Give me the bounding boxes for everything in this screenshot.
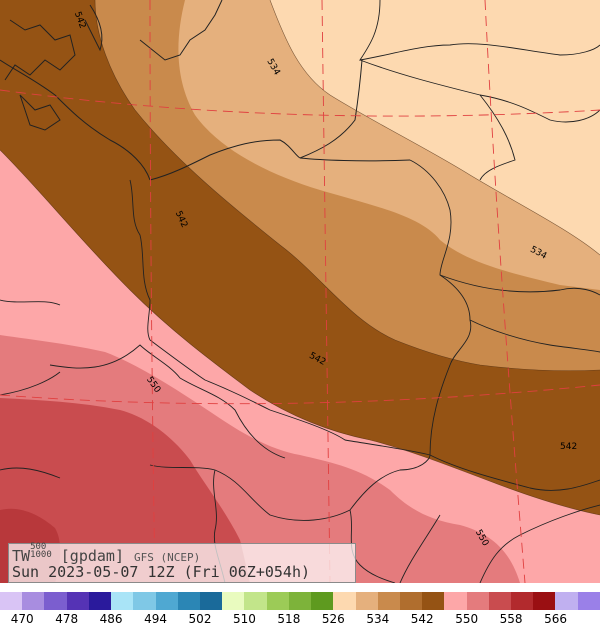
- legend-label: 502: [188, 612, 212, 626]
- legend-swatch: [199, 592, 223, 610]
- map-area[interactable]: 542 534 542 534 542 550 542 550: [0, 0, 600, 583]
- legend-label: 542: [410, 612, 434, 626]
- legend-swatch: [155, 592, 178, 610]
- map-canvas: 542 534 542 534 542 550 542 550: [0, 0, 600, 583]
- legend-swatch: [88, 592, 112, 610]
- legend-swatch: [333, 592, 356, 610]
- legend-swatch: [111, 592, 134, 610]
- legend-swatch: [177, 592, 200, 610]
- graticule: [0, 0, 600, 583]
- legend-swatch: [533, 592, 556, 610]
- model-label: GFS (NCEP): [134, 551, 201, 564]
- legend-label: 518: [277, 612, 301, 626]
- legend-label: 550: [455, 612, 479, 626]
- legend-swatch: [133, 592, 156, 610]
- legend-swatch: [311, 592, 334, 610]
- datetime-label: Sun 2023-05-07 12Z (Fri 06Z+054h): [12, 563, 311, 581]
- coastlines: [0, 0, 411, 181]
- variable-name: TW: [12, 547, 31, 565]
- legend-swatch: [266, 592, 289, 610]
- legend-swatch: [288, 592, 312, 610]
- legend-swatch: [0, 592, 23, 610]
- legend-swatch: [399, 592, 423, 610]
- legend-label: 510: [232, 612, 256, 626]
- legend-swatch: [511, 592, 534, 610]
- legend-swatch: [444, 592, 467, 610]
- legend-swatch: [377, 592, 400, 610]
- legend-label: 494: [144, 612, 167, 626]
- legend-label: 526: [321, 612, 345, 626]
- legend-label: 558: [499, 612, 523, 626]
- info-box: TW 500 1000 [gpdam] GFS (NCEP) Sun 2023-05-…: [8, 543, 356, 583]
- legend-swatch: [488, 592, 512, 610]
- legend-label: 470: [10, 612, 34, 626]
- contour-lines: [0, 0, 600, 516]
- fill-band-566-plus: [0, 398, 250, 583]
- variable-levels: 500 1000: [30, 542, 52, 564]
- legend-swatch: [66, 592, 89, 610]
- variable-subscript: 1000: [30, 550, 52, 560]
- legend-label: 566: [544, 612, 567, 626]
- contour-label: 542: [560, 442, 577, 452]
- legend-label: 534: [366, 612, 390, 626]
- color-legend: [0, 592, 600, 610]
- legend-swatch: [44, 592, 67, 610]
- legend-swatch: [222, 592, 245, 610]
- variable-superscript: 500: [30, 542, 47, 552]
- variable-line: TW 500 1000 [gpdam] GFS (NCEP): [12, 542, 201, 566]
- legend-swatch: [22, 592, 45, 610]
- unit-label: [gpdam]: [60, 547, 124, 565]
- legend-swatch: [555, 592, 578, 610]
- legend-swatch: [577, 592, 600, 610]
- legend-label: 478: [55, 612, 79, 626]
- legend-label: 486: [99, 612, 123, 626]
- legend-swatch: [466, 592, 489, 610]
- legend-swatch: [422, 592, 445, 610]
- legend-labels: 470 478 486 494 502 510 518 526 534 542 550 558 566: [0, 612, 600, 628]
- legend-swatch: [355, 592, 378, 610]
- legend-swatch: [244, 592, 267, 610]
- country-borders: [0, 0, 600, 583]
